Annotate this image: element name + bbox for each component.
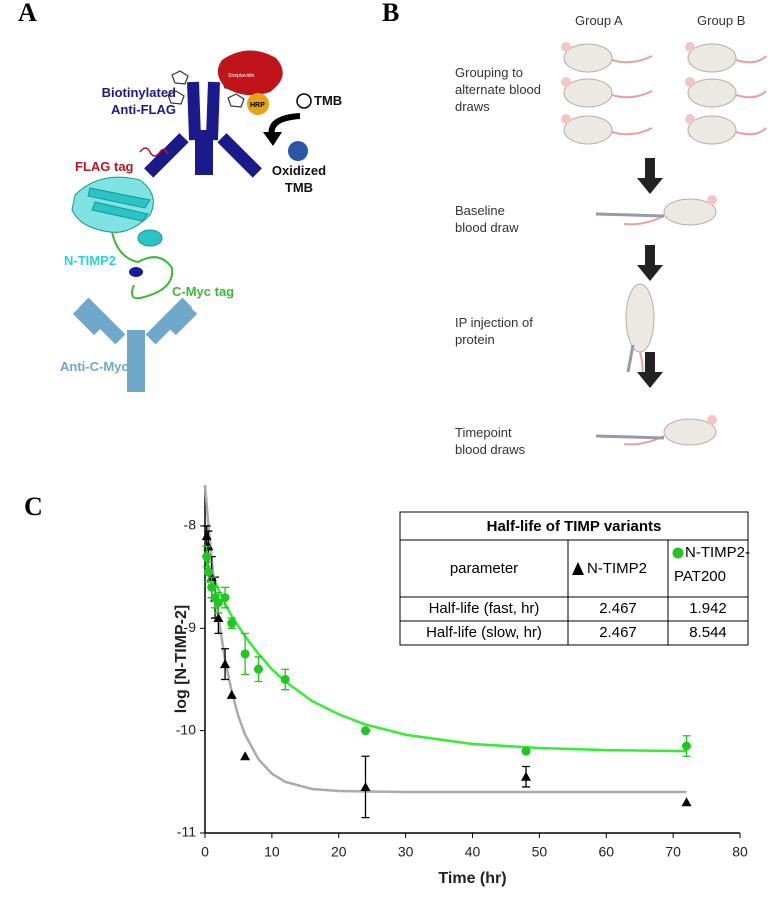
x-tick-label: 20 [331, 844, 347, 860]
data-point [226, 689, 237, 699]
y-tick-label: -8 [184, 517, 197, 533]
table-cell: 2.467 [599, 600, 637, 617]
data-point [203, 567, 213, 577]
mice [563, 43, 737, 446]
group-label: Group A [575, 13, 623, 28]
data-point [201, 531, 212, 541]
panel-label: A [18, 0, 37, 27]
table-cell: Half-life (fast, hr) [429, 600, 540, 617]
table-cell: 1.942 [689, 600, 727, 617]
data-point [240, 751, 251, 761]
x-tick-label: 10 [264, 844, 280, 860]
anti-flag-antibody [144, 81, 262, 178]
legend-marker [572, 562, 584, 575]
x-tick-label: 60 [598, 844, 614, 860]
data-point [202, 552, 212, 562]
x-tick-label: 70 [665, 844, 681, 860]
syringes [595, 212, 665, 440]
y-tick-label: -9 [184, 619, 197, 635]
x-axis-title: Time (hr) [438, 870, 506, 887]
data-point [220, 659, 231, 669]
anti-myc-label: Anti-C-Myc [60, 359, 129, 374]
x-tick-label: 80 [732, 844, 748, 860]
y-tick-label: -10 [176, 721, 196, 737]
step-label: IP injection of protein [455, 315, 533, 347]
data-point [361, 726, 370, 736]
flag-tag-label: FLAG tag [75, 159, 134, 174]
table-frame [399, 511, 749, 646]
y-tick-label: -11 [177, 824, 196, 840]
reaction-arrowhead [263, 132, 282, 146]
myc-linker [111, 231, 174, 300]
data-point [240, 649, 250, 659]
oxidized-tmb-sphere [288, 141, 308, 161]
y-axis-title: log [N-TIMP-2] [173, 605, 190, 713]
step-label: Timepoint blood draws [455, 425, 526, 457]
data-point [213, 598, 223, 608]
table-title: Half-life of TIMP variants [487, 518, 662, 535]
streptavidin-label: Streptavidin [228, 73, 255, 79]
group-label: Group B [697, 13, 746, 28]
data-point [521, 771, 531, 781]
step-label: Grouping to alternate blood draws [455, 65, 542, 114]
x-tick-label: 50 [532, 844, 548, 860]
myc-tag-shape [129, 267, 143, 277]
data-point [254, 664, 263, 674]
x-tick-label: 0 [201, 844, 209, 860]
data-point [227, 618, 237, 628]
hrp-label: HRP [250, 102, 265, 109]
step-label: Baseline blood draw [455, 203, 519, 235]
streptavidin-shape [217, 50, 283, 96]
legend-marker [672, 547, 684, 559]
data-point [681, 797, 692, 807]
x-tick-label: 30 [398, 844, 414, 860]
data-point [360, 781, 371, 791]
x-tick-label: 40 [465, 844, 481, 860]
data-point [521, 746, 531, 756]
oxidized-label: Oxidized TMB [271, 163, 327, 195]
tmb-circle [296, 93, 312, 109]
data-point [213, 613, 224, 623]
antibody-label: Biotinylated Anti-FLAG [101, 85, 176, 117]
hrp-shape [247, 93, 269, 115]
anti-myc-antibody [72, 297, 198, 392]
data-point [280, 674, 290, 684]
table-cell: 2.467 [599, 624, 637, 641]
table-header: parameter [450, 560, 518, 577]
panel-label: C [24, 492, 43, 521]
panel-label: B [382, 0, 400, 27]
protein-label: N-TIMP2 [64, 253, 116, 268]
tmb-label: TMB [314, 93, 343, 108]
legend-entry: N-TIMP2-PAT200 [674, 544, 750, 585]
flag-tag-linker [139, 147, 169, 157]
myc-tag-label: C-Myc tag [172, 284, 235, 299]
data-point [220, 593, 230, 603]
flow-arrows [637, 158, 663, 388]
data-point [682, 741, 691, 751]
protein-ribbon [71, 176, 163, 247]
mouse-ears [561, 42, 717, 425]
legend-entry: N-TIMP2 [587, 560, 647, 577]
table-cell: 8.544 [689, 624, 727, 641]
table-cell: Half-life (slow, hr) [426, 624, 542, 641]
